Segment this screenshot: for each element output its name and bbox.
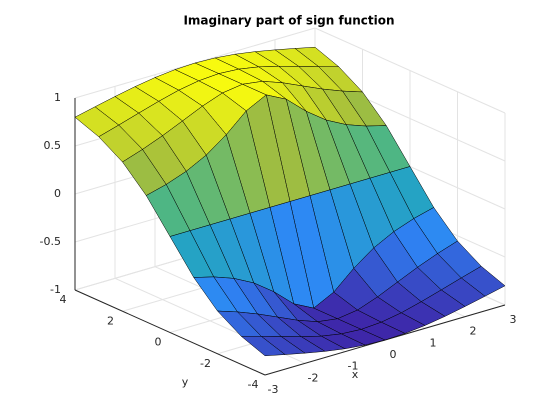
x-tick-label: -1: [348, 360, 359, 373]
y-tick-label: 2: [107, 314, 114, 327]
y-tick-label: 0: [155, 336, 162, 349]
x-axis-label: x: [352, 368, 359, 381]
z-tick-label: 0.5: [44, 139, 62, 152]
x-tick-label: 1: [430, 336, 437, 349]
y-tick-label: 4: [60, 293, 67, 306]
z-tick-label: 1: [54, 91, 61, 104]
z-tick-label: -0.5: [40, 235, 61, 248]
z-tick-label: -1: [50, 283, 61, 296]
surface-patch: [240, 335, 286, 357]
y-tick-label: -2: [200, 357, 211, 370]
y-tick-label: -4: [248, 378, 259, 391]
y-axis-line: [74, 289, 266, 376]
x-tick-label: 2: [470, 325, 477, 338]
chart-title: Imaginary part of sign function: [183, 14, 394, 28]
x-tick-label: 0: [390, 348, 397, 361]
x-tick-label: -3: [268, 383, 279, 396]
x-tick-label: 3: [510, 313, 517, 326]
y-axis-label: y: [182, 376, 189, 389]
z-tick-label: 0: [54, 187, 61, 200]
x-tick-label: -2: [308, 371, 319, 384]
